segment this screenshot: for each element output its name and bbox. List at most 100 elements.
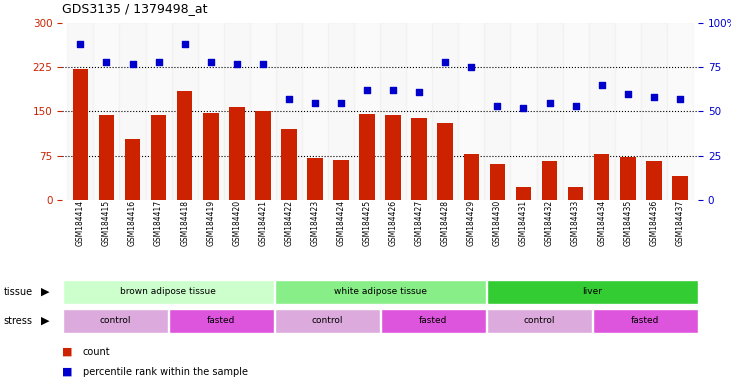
Bar xyxy=(99,116,114,200)
Bar xyxy=(615,23,641,200)
FancyBboxPatch shape xyxy=(487,280,697,304)
Point xyxy=(205,59,216,65)
Bar xyxy=(359,114,375,200)
Bar xyxy=(255,111,270,200)
Bar xyxy=(646,161,662,200)
Bar xyxy=(672,176,688,200)
Text: count: count xyxy=(83,346,110,357)
Bar xyxy=(385,116,401,200)
Bar xyxy=(67,23,94,200)
Bar xyxy=(437,123,453,200)
Bar xyxy=(333,160,349,200)
Bar xyxy=(354,23,380,200)
Bar xyxy=(641,23,667,200)
Text: liver: liver xyxy=(582,287,602,296)
FancyBboxPatch shape xyxy=(169,309,273,333)
Point xyxy=(569,103,581,109)
Text: control: control xyxy=(311,316,343,325)
Bar xyxy=(432,23,458,200)
Point xyxy=(648,94,659,100)
Text: GSM184434: GSM184434 xyxy=(597,200,606,246)
Text: GSM184415: GSM184415 xyxy=(102,200,111,246)
Bar xyxy=(224,23,250,200)
Text: percentile rank within the sample: percentile rank within the sample xyxy=(83,366,248,377)
Bar xyxy=(203,113,219,200)
Text: tissue: tissue xyxy=(4,287,33,297)
FancyBboxPatch shape xyxy=(63,280,273,304)
Text: GSM184417: GSM184417 xyxy=(154,200,163,246)
Text: GSM184432: GSM184432 xyxy=(545,200,554,246)
Bar xyxy=(276,23,302,200)
Text: GSM184420: GSM184420 xyxy=(232,200,241,246)
Bar xyxy=(515,187,531,200)
Text: control: control xyxy=(99,316,131,325)
Bar xyxy=(307,159,323,200)
Point xyxy=(674,96,686,102)
Point xyxy=(544,99,556,106)
Bar xyxy=(542,161,557,200)
Text: GSM184423: GSM184423 xyxy=(311,200,319,246)
Bar xyxy=(568,187,583,200)
Text: GSM184437: GSM184437 xyxy=(675,200,684,246)
Text: fasted: fasted xyxy=(631,316,659,325)
Point xyxy=(491,103,503,109)
Text: GSM184422: GSM184422 xyxy=(284,200,293,246)
FancyBboxPatch shape xyxy=(381,309,485,333)
Text: ■: ■ xyxy=(62,366,72,377)
Point xyxy=(257,61,269,67)
Bar xyxy=(463,154,479,200)
Bar xyxy=(406,23,432,200)
Text: ▶: ▶ xyxy=(41,316,50,326)
Bar xyxy=(94,23,119,200)
Text: GDS3135 / 1379498_at: GDS3135 / 1379498_at xyxy=(62,2,208,15)
Bar xyxy=(490,164,505,200)
Bar xyxy=(328,23,354,200)
Point xyxy=(518,105,529,111)
Text: GSM184428: GSM184428 xyxy=(441,200,450,246)
Text: white adipose tissue: white adipose tissue xyxy=(333,287,427,296)
Text: GSM184436: GSM184436 xyxy=(649,200,659,246)
Point xyxy=(231,61,243,67)
Text: GSM184431: GSM184431 xyxy=(519,200,528,246)
Text: GSM184425: GSM184425 xyxy=(363,200,371,246)
Bar xyxy=(229,107,245,200)
Text: GSM184419: GSM184419 xyxy=(206,200,215,246)
Point xyxy=(596,82,607,88)
Text: stress: stress xyxy=(4,316,33,326)
Text: control: control xyxy=(523,316,555,325)
Text: GSM184421: GSM184421 xyxy=(258,200,268,246)
Bar xyxy=(172,23,197,200)
Text: GSM184435: GSM184435 xyxy=(624,200,632,246)
Text: GSM184414: GSM184414 xyxy=(76,200,85,246)
Bar xyxy=(412,118,427,200)
Point xyxy=(75,41,86,47)
Text: fasted: fasted xyxy=(419,316,447,325)
Point xyxy=(336,99,347,106)
FancyBboxPatch shape xyxy=(275,280,485,304)
Bar xyxy=(125,139,140,200)
FancyBboxPatch shape xyxy=(275,309,379,333)
Bar xyxy=(537,23,563,200)
Bar xyxy=(620,157,635,200)
Text: GSM184418: GSM184418 xyxy=(180,200,189,246)
Text: GSM184416: GSM184416 xyxy=(128,200,137,246)
Text: ■: ■ xyxy=(62,346,72,357)
Text: GSM184433: GSM184433 xyxy=(571,200,580,246)
Bar xyxy=(380,23,406,200)
Text: brown adipose tissue: brown adipose tissue xyxy=(120,287,216,296)
FancyBboxPatch shape xyxy=(487,309,591,333)
Point xyxy=(153,59,164,65)
Bar xyxy=(667,23,693,200)
Point xyxy=(622,91,634,97)
Bar xyxy=(588,23,615,200)
Point xyxy=(179,41,191,47)
Bar xyxy=(177,91,192,200)
Point xyxy=(413,89,425,95)
FancyBboxPatch shape xyxy=(63,309,167,333)
Bar xyxy=(250,23,276,200)
Bar xyxy=(281,129,297,200)
Bar xyxy=(594,154,610,200)
Bar xyxy=(302,23,328,200)
Bar xyxy=(563,23,588,200)
Point xyxy=(309,99,321,106)
